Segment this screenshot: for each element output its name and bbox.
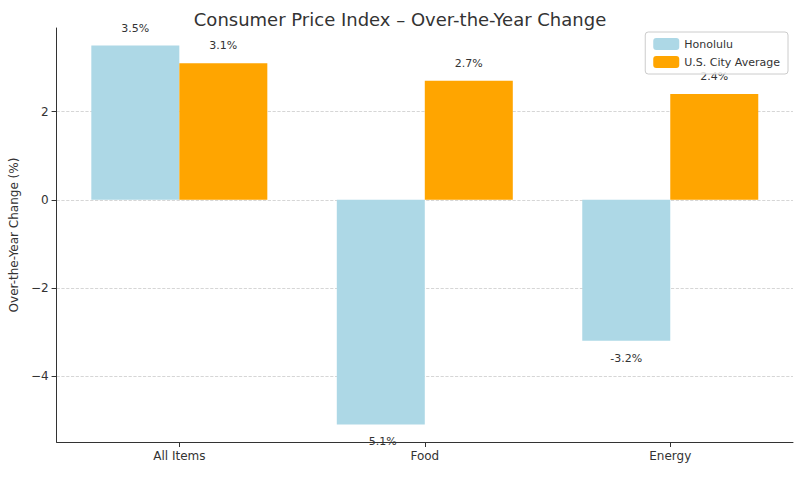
svg-text:Honolulu: Honolulu	[684, 38, 733, 51]
svg-text:Energy: Energy	[649, 449, 691, 463]
svg-text:-5.1%: -5.1%	[365, 435, 397, 448]
svg-text:Consumer Price Index – Over-th: Consumer Price Index – Over-the-Year Cha…	[194, 9, 606, 30]
svg-text:All Items: All Items	[153, 449, 205, 463]
svg-text:0: 0	[41, 193, 49, 207]
svg-text:−4: −4	[31, 369, 49, 383]
svg-text:-3.2%: -3.2%	[610, 352, 642, 365]
svg-text:2.7%: 2.7%	[455, 57, 483, 70]
svg-text:−2: −2	[31, 281, 49, 295]
svg-text:U.S. City Average: U.S. City Average	[684, 56, 780, 69]
svg-text:2.4%: 2.4%	[700, 70, 729, 84]
svg-text:3.1%: 3.1%	[209, 39, 237, 52]
svg-text:3.5%: 3.5%	[121, 22, 149, 35]
svg-text:2: 2	[41, 105, 49, 119]
svg-text:Over-the-Year Change (%): Over-the-Year Change (%)	[7, 158, 21, 313]
svg-text:Food: Food	[410, 449, 439, 463]
